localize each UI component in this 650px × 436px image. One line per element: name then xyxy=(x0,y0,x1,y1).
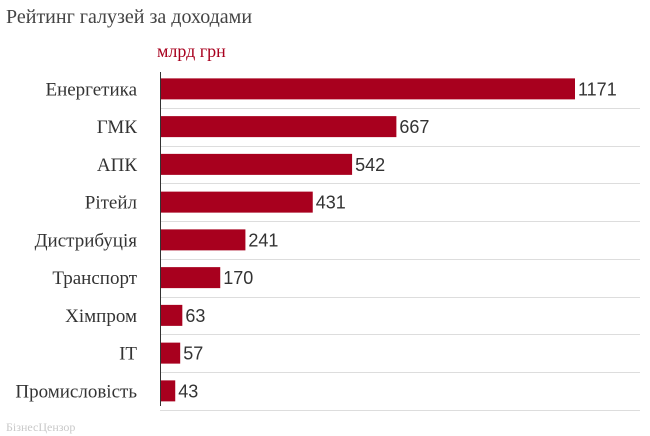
chart-title: Рейтинг галузей за доходами xyxy=(6,6,253,28)
value-label: 63 xyxy=(185,306,205,326)
category-label: Енергетика xyxy=(45,79,137,100)
category-label: Хімпром xyxy=(65,306,137,327)
value-label: 170 xyxy=(223,268,253,288)
value-label: 1171 xyxy=(578,79,617,99)
bar xyxy=(160,191,313,213)
bar xyxy=(160,116,397,138)
bar xyxy=(160,153,353,175)
category-label: АПК xyxy=(97,155,137,176)
category-label: ГМК xyxy=(97,117,138,138)
value-label: 431 xyxy=(316,193,346,213)
value-label: 241 xyxy=(248,230,278,250)
source-label: БізнесЦензор xyxy=(6,420,76,434)
category-label: IT xyxy=(119,344,137,365)
category-label: Транспорт xyxy=(52,268,137,289)
bar xyxy=(160,229,246,251)
value-label: 43 xyxy=(178,381,198,401)
bar xyxy=(160,78,575,100)
value-label: 57 xyxy=(183,344,203,364)
value-label: 542 xyxy=(355,155,385,175)
bar xyxy=(160,267,221,289)
category-label: Дистрибуція xyxy=(35,230,138,251)
bar xyxy=(160,304,183,326)
category-label: Промисловість xyxy=(15,381,137,402)
bar xyxy=(160,380,176,402)
bar xyxy=(160,342,181,364)
unit-label: млрд грн xyxy=(157,41,226,61)
value-label: 667 xyxy=(399,117,429,137)
category-label: Рітейл xyxy=(85,193,138,214)
